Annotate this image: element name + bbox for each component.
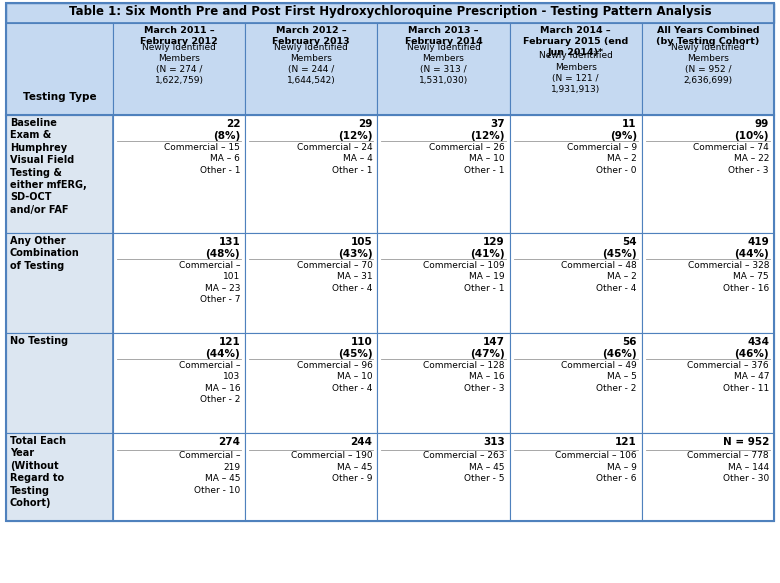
Bar [6,433,113,521]
Text: Newly Identified
Members
(N = 952 /
2,636,699): Newly Identified Members (N = 952 / 2,63… [671,43,745,85]
Text: Commercial – 376
MA – 47
Other - 11: Commercial – 376 MA – 47 Other - 11 [687,361,769,393]
Text: March 2013 –
February 2014: March 2013 – February 2014 [405,26,482,46]
Text: March 2014 –
February 2015 (end
Jun 2014)*: March 2014 – February 2015 (end Jun 2014… [523,26,629,57]
Text: March 2012 –
February 2013: March 2012 – February 2013 [272,26,350,46]
Text: 419
(44%): 419 (44%) [734,237,769,259]
Text: Commercial – 106
MA – 9
Other - 6: Commercial – 106 MA – 9 Other - 6 [555,451,636,483]
Text: Commercial – 263
MA – 45
Other - 5: Commercial – 263 MA – 45 Other - 5 [423,451,505,483]
Bar [6,233,113,333]
Bar [642,23,774,115]
Bar [245,115,378,233]
Text: Testing Type: Testing Type [23,92,96,102]
Bar [378,115,509,233]
Bar [642,433,774,521]
Text: 244: 244 [350,437,372,447]
Bar [113,333,245,433]
Text: Commercial – 190
MA – 45
Other - 9: Commercial – 190 MA – 45 Other - 9 [291,451,372,483]
Text: Commercial – 96
MA – 10
Other - 4: Commercial – 96 MA – 10 Other - 4 [296,361,372,393]
Bar [509,115,642,233]
Text: Commercial – 778
MA – 144
Other - 30: Commercial – 778 MA – 144 Other - 30 [687,451,769,483]
Text: 54
(45%): 54 (45%) [602,237,636,259]
Bar [642,333,774,433]
Bar [113,23,245,115]
Text: 313: 313 [483,437,505,447]
Text: Commercial – 9
MA – 2
Other - 0: Commercial – 9 MA – 2 Other - 0 [567,143,636,175]
Text: 121
(44%): 121 (44%) [205,337,240,359]
Text: 121: 121 [615,437,636,447]
Bar [6,115,113,233]
Bar [642,233,774,333]
Text: 56
(46%): 56 (46%) [602,337,636,359]
Text: Commercial – 24
MA – 4
Other - 1: Commercial – 24 MA – 4 Other - 1 [296,143,372,175]
Text: Commercial – 74
MA – 22
Other - 3: Commercial – 74 MA – 22 Other - 3 [693,143,769,175]
Text: Commercial – 48
MA – 2
Other - 4: Commercial – 48 MA – 2 Other - 4 [561,261,636,293]
Bar [6,23,113,115]
Text: Baseline
Exam &
Humphrey
Visual Field
Testing &
either mfERG,
SD-OCT
and/or FAF: Baseline Exam & Humphrey Visual Field Te… [10,118,87,215]
Text: 37
(12%): 37 (12%) [470,119,505,142]
Bar [378,233,509,333]
Text: Commercial – 70
MA – 31
Other - 4: Commercial – 70 MA – 31 Other - 4 [296,261,372,293]
Bar [113,433,245,521]
Text: Commercial – 128
MA – 16
Other - 3: Commercial – 128 MA – 16 Other - 3 [423,361,505,393]
Text: Commercial – 49
MA – 5
Other - 2: Commercial – 49 MA – 5 Other - 2 [561,361,636,393]
Text: Newly Identified
Members
(N = 244 /
1,644,542): Newly Identified Members (N = 244 / 1,64… [275,43,348,85]
Text: Commercial –
101
MA – 23
Other - 7: Commercial – 101 MA – 23 Other - 7 [179,261,240,304]
Text: 22
(8%): 22 (8%) [213,119,240,142]
Bar [378,333,509,433]
Text: 131
(48%): 131 (48%) [206,237,240,259]
Bar [378,23,509,115]
Text: Newly Identified
Members
(N = 274 /
1,622,759): Newly Identified Members (N = 274 / 1,62… [142,43,216,85]
Text: Commercial – 26
MA – 10
Other - 1: Commercial – 26 MA – 10 Other - 1 [429,143,505,175]
Bar [509,233,642,333]
Text: 434
(46%): 434 (46%) [735,337,769,359]
Bar [6,333,113,433]
Text: Newly Identified
Members
(N = 121 /
1,931,913): Newly Identified Members (N = 121 / 1,93… [539,51,612,94]
Text: March 2011 –
February 2012: March 2011 – February 2012 [140,26,218,46]
Bar [6,3,774,521]
Text: Commercial – 328
MA – 75
Other - 16: Commercial – 328 MA – 75 Other - 16 [687,261,769,293]
Text: 274: 274 [218,437,240,447]
Text: N = 952: N = 952 [722,437,769,447]
Text: 29
(12%): 29 (12%) [338,119,372,142]
Bar [245,23,378,115]
Text: 11
(9%): 11 (9%) [610,119,636,142]
Text: 105
(43%): 105 (43%) [338,237,372,259]
Text: Commercial –
219
MA – 45
Other - 10: Commercial – 219 MA – 45 Other - 10 [179,451,240,495]
Text: Commercial –
103
MA – 16
Other - 2: Commercial – 103 MA – 16 Other - 2 [179,361,240,405]
Bar [245,433,378,521]
Bar [509,23,642,115]
Text: Table 1: Six Month Pre and Post First Hydroxychloroquine Prescription - Testing : Table 1: Six Month Pre and Post First Hy… [69,5,711,18]
Bar [113,115,245,233]
Bar [378,433,509,521]
Text: Any Other
Combination
of Testing: Any Other Combination of Testing [10,236,80,271]
Text: Total Each
Year
(Without
Regard to
Testing
Cohort): Total Each Year (Without Regard to Testi… [10,436,66,508]
Text: 110
(45%): 110 (45%) [338,337,372,359]
Text: Commercial – 15
MA – 6
Other - 1: Commercial – 15 MA – 6 Other - 1 [165,143,240,175]
Bar [642,115,774,233]
Text: Commercial – 109
MA – 19
Other - 1: Commercial – 109 MA – 19 Other - 1 [423,261,505,293]
Bar [245,333,378,433]
Text: Newly Identified
Members
(N = 313 /
1,531,030): Newly Identified Members (N = 313 / 1,53… [406,43,480,85]
Text: 99
(10%): 99 (10%) [735,119,769,142]
Text: No Testing: No Testing [10,336,68,346]
Bar [245,233,378,333]
Text: 129
(41%): 129 (41%) [470,237,505,259]
Bar [509,333,642,433]
Text: All Years Combined
(by Testing Cohort): All Years Combined (by Testing Cohort) [656,26,760,46]
Text: 147
(47%): 147 (47%) [470,337,505,359]
Bar [509,433,642,521]
Bar [113,233,245,333]
Bar [6,3,774,23]
